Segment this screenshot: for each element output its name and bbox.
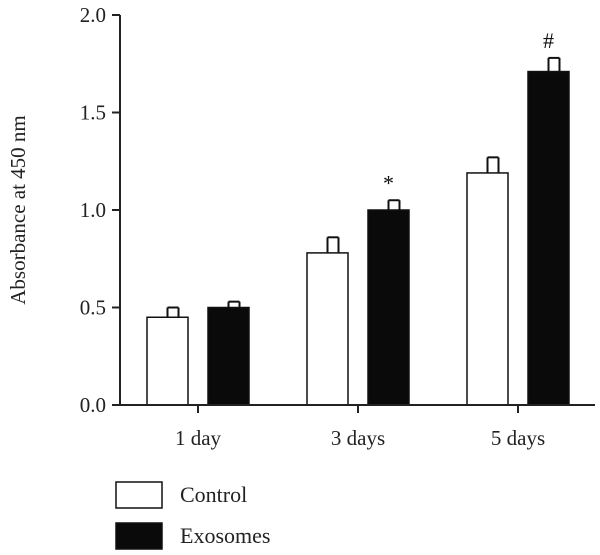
axes-group (119, 15, 595, 406)
y-tick-label: 1.5 (80, 101, 106, 125)
significance-marker: # (543, 28, 554, 53)
bar-exosomes (527, 70, 570, 406)
bar-control (146, 316, 189, 406)
legend-label-exosomes: Exosomes (180, 523, 270, 548)
bar-exosomes (367, 209, 410, 406)
y-tick-label: 2.0 (80, 3, 106, 27)
legend-swatch-control (115, 481, 163, 509)
x-tick-label: 3 days (331, 426, 385, 450)
y-ticks-group: 0.0 0.5 1.0 1.5 2.0 (80, 3, 120, 417)
x-ticks-group: 1 day 3 days 5 days (175, 405, 545, 450)
y-tick-label: 1.0 (80, 198, 106, 222)
y-tick-label: 0.0 (80, 393, 106, 417)
y-axis-label: Absorbance at 450 nm (6, 115, 30, 305)
y-tick-label: 0.5 (80, 296, 106, 320)
legend: Control Exosomes (115, 481, 270, 550)
x-tick-label: 5 days (491, 426, 545, 450)
legend-swatch-exosomes (115, 522, 163, 550)
bar-control (466, 172, 509, 406)
significance-marker: * (383, 170, 394, 195)
legend-label-control: Control (180, 482, 247, 507)
bar-control (306, 252, 349, 406)
x-tick-label: 1 day (175, 426, 222, 450)
bar-exosomes (207, 306, 250, 406)
bars-group: *# (146, 28, 570, 406)
